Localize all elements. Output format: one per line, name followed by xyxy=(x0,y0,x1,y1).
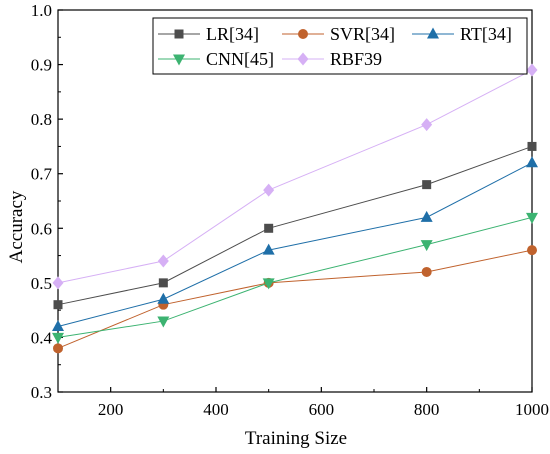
series-line xyxy=(57,162,533,327)
legend-label: RT[34] xyxy=(460,24,512,44)
y-tick-label: 0.4 xyxy=(31,328,53,347)
data-point xyxy=(158,278,168,288)
y-tick-label: 0.9 xyxy=(31,56,52,75)
y-tick-label: 0.6 xyxy=(31,219,52,238)
data-point xyxy=(53,300,63,310)
legend-marker xyxy=(297,52,309,66)
data-point xyxy=(52,276,64,290)
series-lr-34 xyxy=(53,141,537,310)
x-tick-label: 800 xyxy=(414,400,440,419)
data-point xyxy=(264,223,274,233)
series-line xyxy=(57,69,533,284)
y-axis-title: Accuracy xyxy=(6,190,27,263)
legend-marker xyxy=(298,29,308,39)
series-rbf39 xyxy=(52,63,538,290)
data-point xyxy=(157,292,170,304)
x-axis-title: Training Size xyxy=(245,428,347,449)
series-line xyxy=(57,249,533,349)
legend-entry: SVR[34] xyxy=(282,24,395,44)
data-point xyxy=(421,118,433,132)
data-point xyxy=(52,320,64,332)
data-point xyxy=(526,63,538,77)
legend-entry: LR[34] xyxy=(158,24,259,44)
data-point xyxy=(53,343,63,354)
legend-box xyxy=(152,17,528,75)
x-tick-label: 600 xyxy=(309,400,335,419)
y-tick-label: 0.3 xyxy=(31,383,52,402)
series-cnn-45 xyxy=(52,212,538,344)
data-point xyxy=(421,266,432,277)
y-tick-label: 0.7 xyxy=(31,165,53,184)
axes: 200 400 600 800 1000 0.3 0.4 0.5 0.6 0.7 0.8 0.9 1.0 xyxy=(31,1,549,419)
x-tick-label: 400 xyxy=(203,400,229,419)
legend-label: SVR[34] xyxy=(330,24,395,44)
legend-entry: RT[34] xyxy=(412,24,512,44)
series-rt-34 xyxy=(52,156,538,332)
series-svr-34 xyxy=(53,245,537,354)
legend-marker xyxy=(174,29,184,39)
data-point xyxy=(527,245,537,256)
legend-entry: CNN[45] xyxy=(158,49,274,69)
data-point xyxy=(420,240,433,252)
data-point xyxy=(526,212,538,224)
y-tick-label: 0.8 xyxy=(31,110,52,129)
series-layer xyxy=(52,63,538,354)
data-point xyxy=(157,316,170,328)
data-point xyxy=(527,141,537,151)
data-point xyxy=(422,180,432,190)
legend-marker xyxy=(173,54,185,66)
data-point xyxy=(263,183,275,197)
legend: LR[34] SVR[34] RT[34] CNN[45] RBF39 xyxy=(152,17,528,75)
legend-label: LR[34] xyxy=(206,24,259,44)
data-point xyxy=(420,210,433,222)
data-point xyxy=(262,243,275,255)
x-tick-label: 200 xyxy=(98,400,124,419)
data-point xyxy=(526,156,538,168)
legend-entry: RBF39 xyxy=(282,49,382,69)
legend-label: RBF39 xyxy=(330,49,382,69)
legend-marker xyxy=(427,27,439,39)
x-tick-label: 1000 xyxy=(515,400,549,419)
data-point xyxy=(157,254,169,268)
legend-label: CNN[45] xyxy=(206,49,274,69)
y-tick-label: 1.0 xyxy=(31,1,52,20)
series-line xyxy=(57,216,533,338)
data-point xyxy=(262,278,275,290)
y-tick-label: 0.5 xyxy=(31,274,52,293)
data-point xyxy=(52,332,64,344)
